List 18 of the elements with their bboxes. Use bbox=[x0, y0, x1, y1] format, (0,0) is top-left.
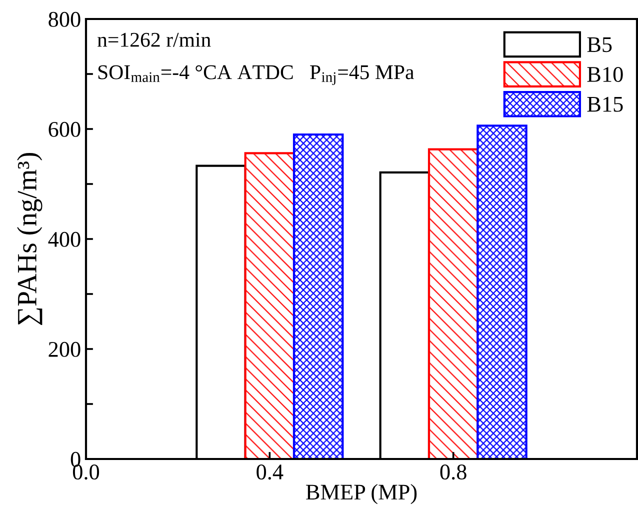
y-tick-label: 0 bbox=[70, 452, 80, 467]
x-axis-title: BMEP (MP) bbox=[306, 484, 417, 504]
bar bbox=[428, 148, 479, 459]
annotation: n=1262 r/min bbox=[98, 32, 211, 47]
annotation: SOI$_{main}$=-4 °CA ATDC P$_{inj}$=45 MPa bbox=[98, 65, 414, 86]
x-tick-label: 0.8 bbox=[440, 464, 466, 480]
y-tick-label: 400 bbox=[48, 232, 80, 247]
y-tick-label: 800 bbox=[48, 12, 80, 27]
bar bbox=[292, 133, 344, 459]
y-tick-label: 600 bbox=[48, 122, 80, 137]
legend-label: B5 bbox=[587, 37, 612, 52]
legend-label: B10 bbox=[587, 66, 623, 82]
legend-label: B15 bbox=[587, 96, 623, 112]
y-tick-label: 200 bbox=[48, 342, 80, 357]
y-axis-title: ∑PAHs (ng/m³) bbox=[16, 152, 42, 326]
x-tick-label: 0.0 bbox=[72, 464, 100, 480]
bar bbox=[476, 124, 528, 459]
x-tick-label: 0.4 bbox=[256, 464, 284, 480]
